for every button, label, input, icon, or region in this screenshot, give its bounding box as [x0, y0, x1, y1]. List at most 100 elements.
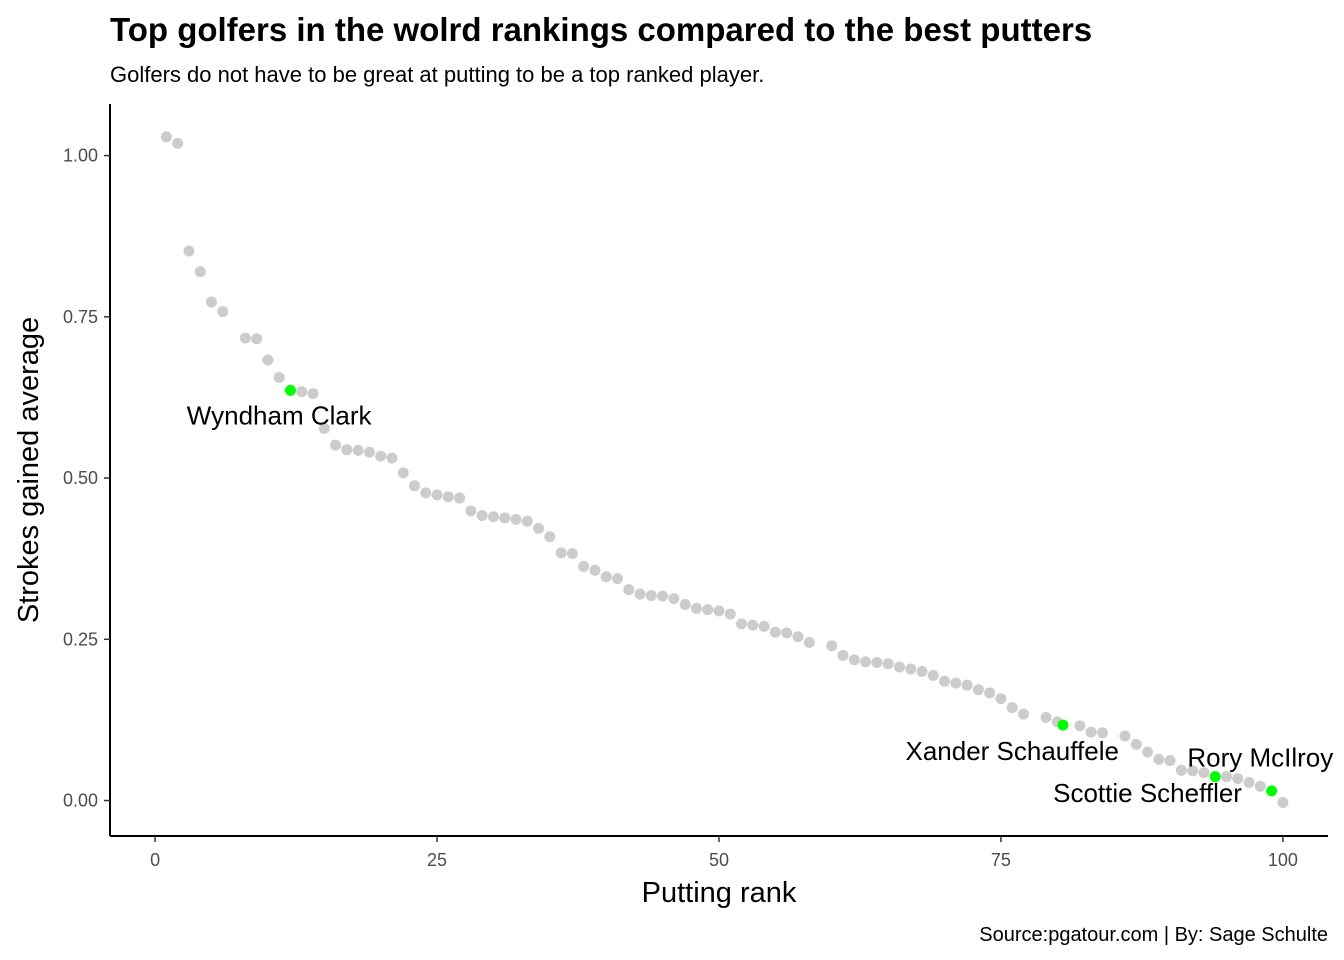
x-axis-ticks: 0 25 50 75 100	[150, 836, 1298, 870]
data-point	[1187, 765, 1199, 777]
data-point	[882, 658, 894, 670]
data-point	[939, 675, 951, 687]
data-point	[995, 693, 1007, 705]
data-point	[183, 245, 195, 257]
data-point	[612, 573, 623, 585]
y-tick-label: 0.25	[63, 629, 98, 649]
data-point	[296, 386, 308, 398]
data-point	[206, 296, 217, 308]
data-point	[454, 492, 466, 504]
data-point	[1277, 796, 1289, 808]
data-point	[510, 513, 522, 525]
data-point	[961, 679, 973, 691]
data-point	[758, 620, 770, 632]
data-point	[916, 666, 928, 678]
data-point	[1130, 738, 1142, 750]
highlighted-point	[284, 384, 296, 396]
data-point	[657, 590, 669, 602]
data-point	[442, 491, 454, 503]
data-point	[736, 618, 748, 630]
data-point	[578, 560, 590, 572]
y-tick-label: 0.75	[63, 307, 98, 327]
data-point	[747, 619, 759, 631]
data-point	[555, 547, 567, 559]
data-point	[600, 571, 612, 583]
chart-caption: Source:pgatour.com | By: Sage Schulte	[979, 924, 1328, 946]
player-label: Wyndham Clark	[187, 401, 373, 431]
data-point	[397, 467, 409, 479]
data-point	[984, 687, 996, 699]
data-point	[893, 661, 905, 673]
data-point	[341, 444, 353, 456]
y-axis-title: Strokes gained average	[13, 317, 45, 623]
data-point	[1006, 702, 1018, 714]
data-point	[544, 531, 556, 543]
data-point	[533, 522, 545, 534]
x-tick-label: 0	[150, 850, 160, 870]
data-point	[1198, 767, 1210, 779]
plot-area: Wyndham Clark Xander Schauffele Rory McIlr…	[160, 131, 1333, 808]
data-point	[871, 657, 883, 669]
player-label: Xander Schauffele	[905, 736, 1118, 766]
data-point	[566, 548, 578, 560]
data-point	[860, 656, 872, 668]
data-point	[803, 637, 815, 649]
data-point	[409, 480, 420, 492]
data-point	[927, 669, 939, 681]
data-point	[172, 137, 184, 149]
data-point	[476, 509, 488, 521]
x-tick-label: 100	[1268, 850, 1298, 870]
data-point	[972, 684, 984, 696]
data-point	[1096, 727, 1108, 739]
data-point	[848, 654, 860, 666]
data-point	[420, 487, 432, 499]
x-axis-title: Putting rank	[642, 877, 797, 909]
data-point	[1119, 730, 1131, 742]
data-point	[1074, 720, 1086, 732]
data-point	[239, 332, 251, 344]
data-point	[307, 388, 319, 400]
data-point	[386, 452, 398, 464]
data-point	[1243, 776, 1255, 788]
highlighted-point	[1209, 771, 1221, 783]
x-tick-label: 75	[991, 850, 1011, 870]
player-label: Rory McIlroy	[1187, 742, 1333, 772]
data-point	[251, 333, 263, 345]
y-axis-ticks: 0.00 0.25 0.50 0.75 1.00	[63, 146, 110, 811]
player-label: Scottie Scheffler	[1053, 778, 1242, 808]
data-point	[645, 589, 657, 601]
data-point	[623, 584, 635, 596]
data-point	[679, 598, 691, 610]
data-point	[521, 515, 533, 527]
data-point	[330, 439, 342, 451]
data-point	[668, 593, 680, 605]
data-point	[1153, 753, 1165, 765]
x-tick-label: 25	[427, 850, 447, 870]
data-point	[634, 588, 646, 600]
data-point	[837, 649, 849, 661]
data-point	[194, 266, 206, 278]
data-point	[262, 354, 274, 366]
data-point	[1142, 746, 1154, 758]
data-point	[1232, 773, 1244, 785]
chart-subtitle: Golfers do not have to be great at putti…	[110, 62, 764, 87]
data-point	[1221, 771, 1232, 783]
data-point	[589, 564, 601, 576]
data-point	[1254, 780, 1266, 792]
x-tick-label: 50	[709, 850, 729, 870]
data-point	[375, 450, 387, 462]
data-point	[769, 626, 781, 638]
data-point	[690, 602, 702, 614]
data-point	[826, 640, 838, 652]
chart-title: Top golfers in the wolrd rankings compar…	[110, 11, 1092, 48]
data-point	[431, 489, 443, 501]
data-point	[792, 631, 804, 643]
data-point	[273, 371, 285, 383]
data-point	[487, 511, 499, 523]
highlighted-point	[1057, 719, 1069, 731]
data-point	[217, 306, 229, 318]
data-point	[160, 131, 172, 143]
data-point	[1164, 755, 1176, 767]
